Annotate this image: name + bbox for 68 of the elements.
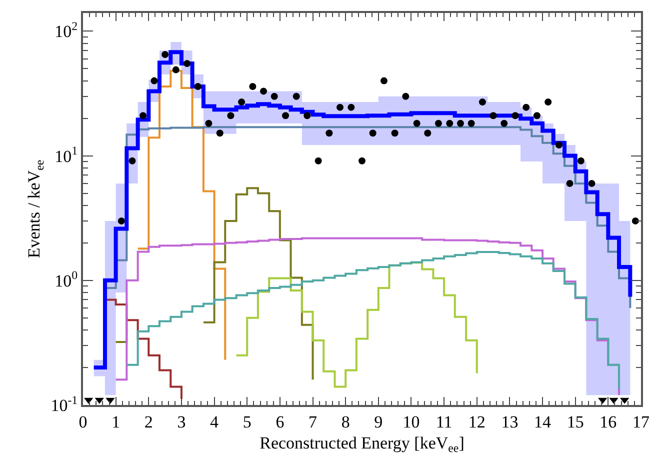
point (140, 112, 147, 120)
y-tick-label: 10$^{0}$ (54, 268, 78, 290)
point (478, 98, 486, 106)
point (326, 130, 333, 137)
x-tick-label: 10 (402, 412, 420, 432)
point (227, 112, 234, 120)
point (348, 104, 355, 111)
point (128, 157, 136, 164)
x-tick-label: 4 (210, 412, 220, 432)
x-tick-label: 17 (632, 412, 650, 432)
point (490, 112, 497, 120)
point (533, 112, 540, 120)
point (162, 51, 169, 58)
x-tick-label: 5 (242, 412, 252, 432)
x-tick-label: 14 (534, 412, 552, 432)
point (216, 130, 224, 137)
point (304, 112, 311, 120)
point (172, 66, 180, 74)
point (369, 130, 376, 137)
y-tick-label: 10$^{2}$ (54, 19, 78, 42)
point (434, 120, 442, 127)
point (150, 77, 158, 84)
point (194, 82, 202, 90)
point (456, 120, 464, 127)
point (555, 142, 562, 149)
x-tick-label: 15 (566, 412, 584, 432)
point (632, 217, 639, 224)
point (260, 88, 268, 95)
x-tick-label: 0 (78, 412, 88, 432)
point (336, 104, 344, 111)
x-tick-label: 8 (341, 412, 350, 432)
point (446, 120, 454, 127)
point (358, 157, 366, 164)
x-tick-label: 13 (501, 412, 518, 432)
point (577, 157, 584, 164)
x-axis-title: Reconstructed Energy [keV$_{ee}$] (260, 433, 464, 455)
point (292, 92, 300, 100)
point (566, 180, 574, 187)
point (249, 82, 256, 90)
point (184, 60, 191, 68)
point (118, 217, 125, 224)
point (522, 104, 530, 111)
point (282, 112, 290, 120)
point (391, 130, 398, 137)
x-tick-label: 3 (177, 412, 186, 432)
y-tick-label: 10$^{1}$ (54, 144, 78, 166)
x-tick-label: 2 (144, 412, 153, 432)
x-tick-label: 16 (600, 412, 617, 432)
point (413, 120, 420, 127)
point (468, 120, 475, 127)
x-tick-label: 9 (374, 412, 383, 432)
point (402, 92, 410, 100)
point (588, 180, 596, 187)
point (512, 112, 519, 120)
point (424, 130, 432, 137)
point (270, 92, 278, 100)
point (380, 77, 388, 84)
point (205, 120, 212, 127)
x-tick-label: 7 (308, 412, 318, 432)
x-tick-label: 12 (468, 412, 486, 432)
point (314, 157, 322, 164)
point (500, 120, 508, 127)
x-tick-label: 1 (112, 412, 120, 432)
y-tick-label: 10$^{-1}$ (50, 392, 78, 415)
x-tick-label: 11 (436, 412, 452, 432)
point (238, 98, 246, 106)
x-tick-label: 6 (276, 412, 284, 432)
point (544, 98, 552, 106)
